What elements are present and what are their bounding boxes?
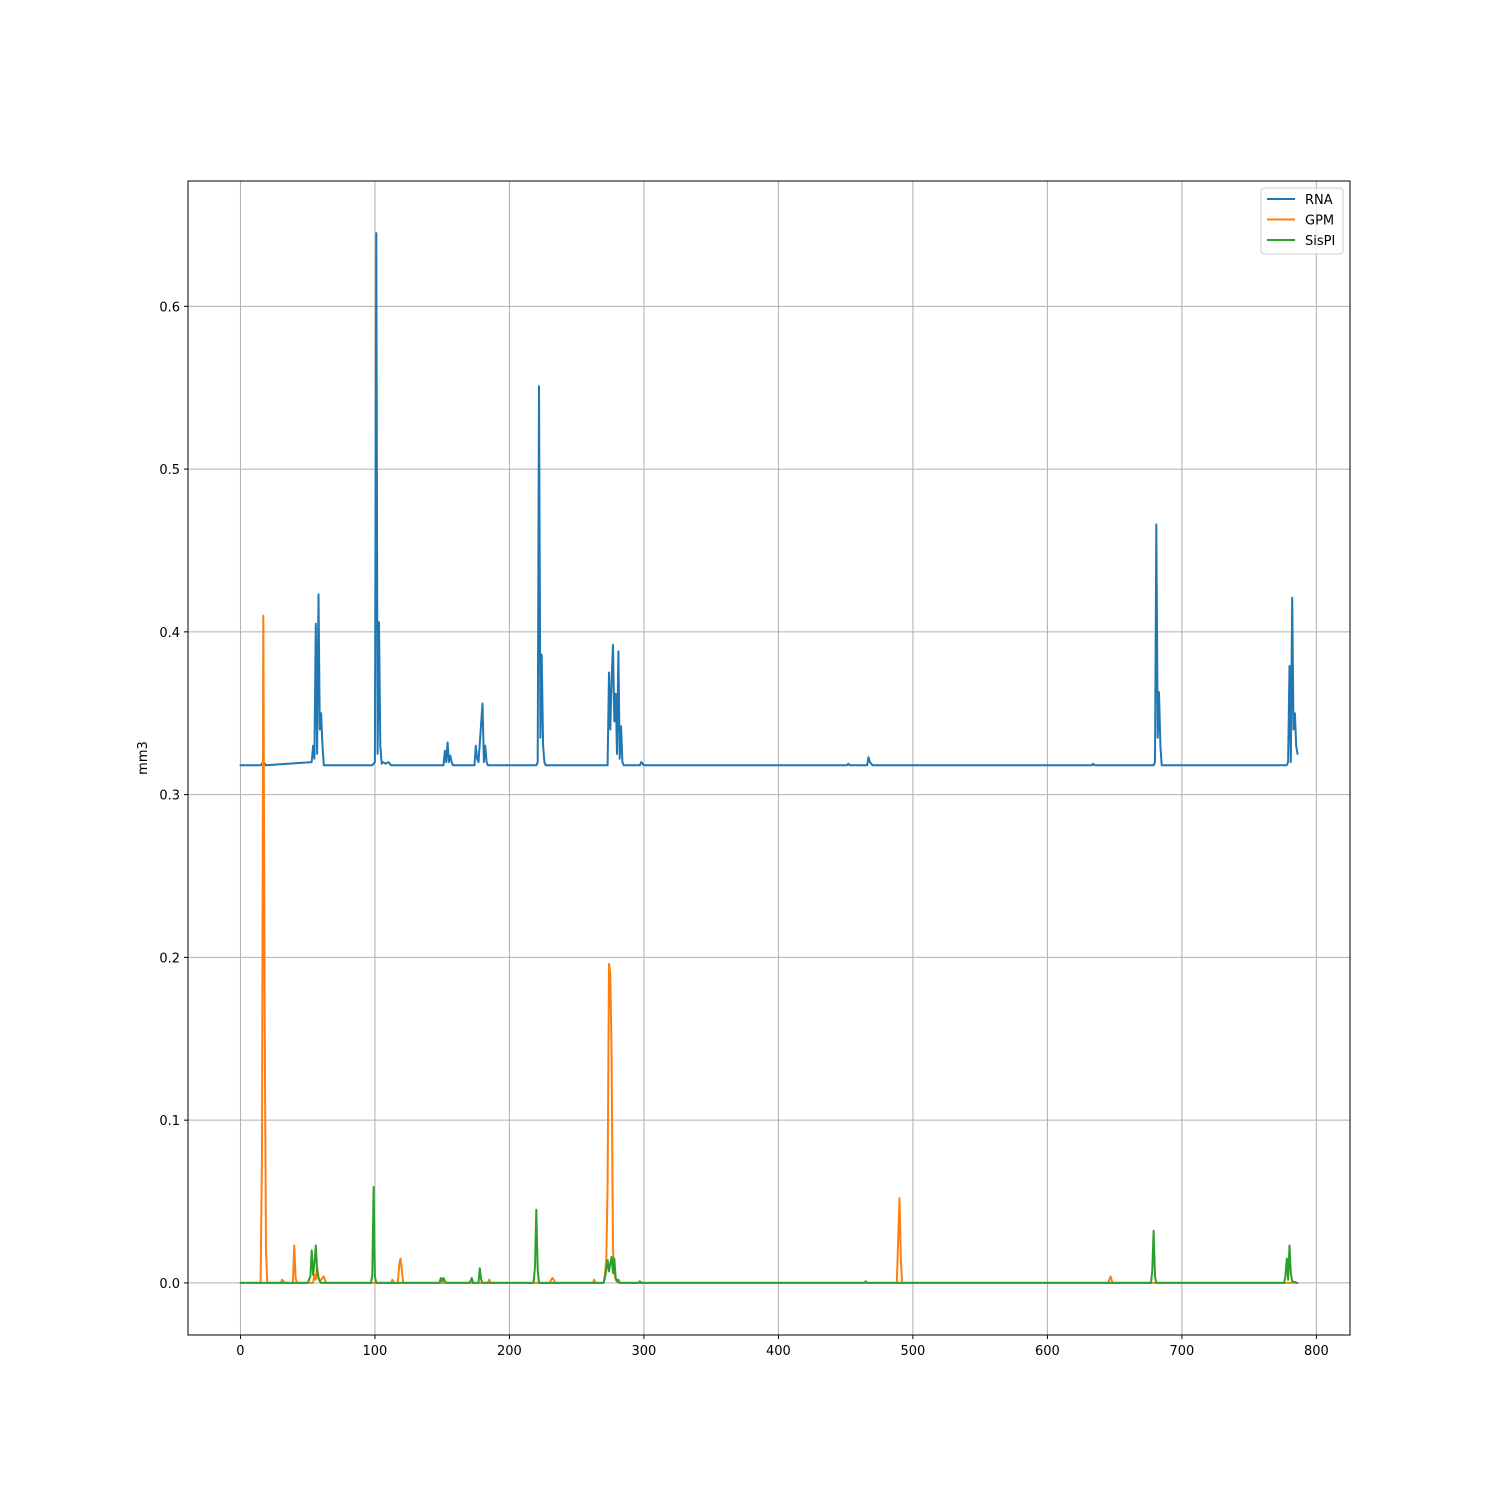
legend-label: GPM	[1305, 214, 1334, 229]
y-tick-label: 0.5	[159, 463, 180, 478]
y-tick-label: 0.1	[159, 1114, 180, 1129]
y-axis-ticks: 0.0 0.1 0.2 0.3 0.4 0.5 0.6	[159, 300, 188, 1292]
series-line-rna	[239, 232, 1299, 767]
x-tick-label: 300	[632, 1344, 657, 1359]
legend-label: SisPI	[1305, 234, 1335, 249]
legend-box	[1260, 187, 1344, 255]
legend: RNA GPM SisPI	[1260, 187, 1344, 255]
x-tick-label: 400	[766, 1344, 791, 1359]
x-tick-label: 0	[236, 1344, 244, 1359]
x-tick-label: 600	[1035, 1344, 1060, 1359]
x-tick-label: 500	[900, 1344, 925, 1359]
y-tick-label: 0.6	[159, 300, 180, 315]
y-tick-label: 0.0	[159, 1277, 180, 1292]
x-tick-label: 700	[1169, 1344, 1194, 1359]
plot-frame	[187, 180, 1351, 1336]
series-line-sispi	[239, 1185, 1299, 1284]
y-axis-label: mm3	[136, 741, 151, 775]
x-axis-ticks: 0 100 200 300 400 500 600 700 800	[236, 1335, 1329, 1359]
series-lines	[239, 232, 1299, 1284]
y-tick-label: 0.3	[159, 789, 180, 804]
x-tick-label: 100	[363, 1344, 388, 1359]
legend-label: RNA	[1305, 193, 1333, 208]
y-tick-label: 0.2	[159, 951, 180, 966]
x-tick-label: 800	[1304, 1344, 1329, 1359]
x-tick-label: 200	[497, 1344, 522, 1359]
y-tick-label: 0.4	[159, 626, 180, 641]
